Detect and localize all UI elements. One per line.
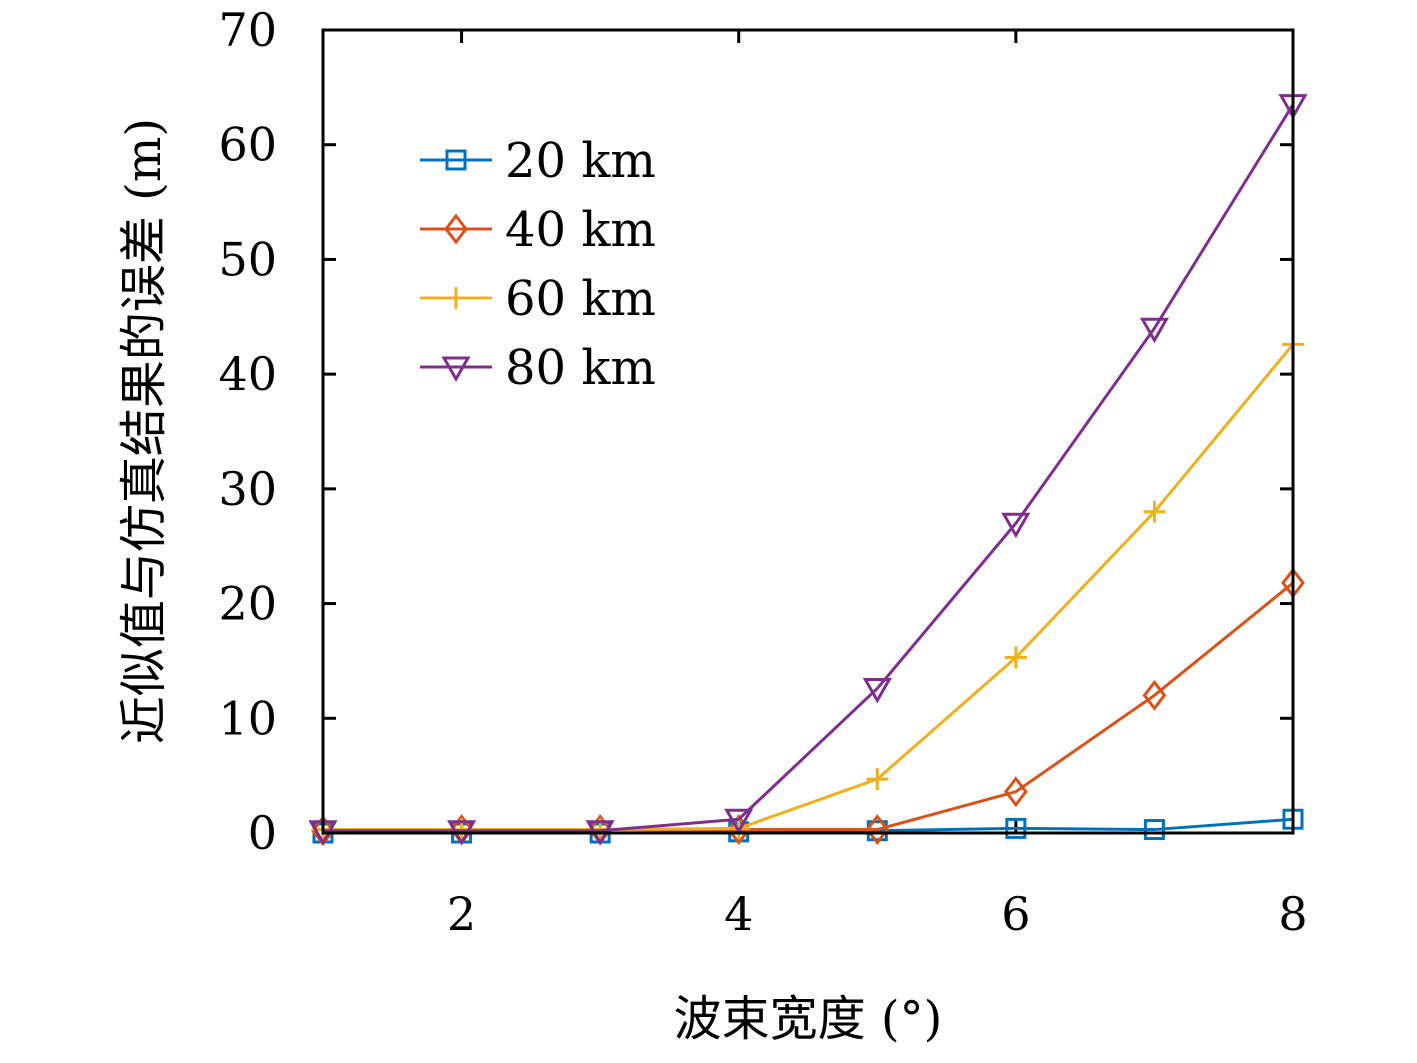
data-point-40km bbox=[865, 814, 890, 846]
data-point-20km bbox=[1005, 817, 1027, 839]
y-tick-label: 10 bbox=[218, 691, 277, 745]
axis-ticks: 2 4 6 8 0 10 20 30 40 50 60 70 bbox=[218, 3, 1307, 941]
y-tick-label: 30 bbox=[218, 462, 277, 516]
y-tick-label: 50 bbox=[218, 232, 277, 286]
series-line-60km bbox=[323, 343, 1295, 832]
data-point-80km bbox=[1001, 512, 1031, 539]
legend-label: 40 km bbox=[505, 202, 656, 258]
plot-series bbox=[308, 94, 1308, 847]
series-line-40km bbox=[322, 581, 1294, 833]
y-tick-label: 0 bbox=[248, 806, 277, 860]
plot-frame bbox=[321, 28, 1295, 835]
x-tick-label: 8 bbox=[1278, 887, 1307, 941]
x-tick-label: 2 bbox=[447, 887, 476, 941]
series-60km bbox=[312, 333, 1304, 841]
x-tick-label: 4 bbox=[724, 887, 753, 941]
x-tick-label: 6 bbox=[1001, 887, 1030, 941]
legend-label: 20 km bbox=[505, 133, 656, 189]
legend-label: 60 km bbox=[505, 271, 656, 327]
legend-item-80km: 80 km bbox=[420, 340, 656, 396]
legend-item-60km: 60 km bbox=[420, 271, 656, 327]
y-tick-label: 40 bbox=[218, 347, 277, 401]
y-tick-label: 60 bbox=[218, 118, 277, 172]
data-point-80km bbox=[724, 808, 754, 835]
series-80km bbox=[308, 94, 1308, 846]
series-line-80km bbox=[323, 103, 1295, 833]
legend-marker-diamond bbox=[444, 213, 468, 245]
data-point-20km bbox=[1143, 819, 1165, 841]
data-point-40km bbox=[1003, 776, 1028, 808]
y-axis-label: 近似值与仿真结果的误差 (m) bbox=[116, 118, 172, 744]
x-axis-label: 波束宽度 (°) bbox=[674, 991, 943, 1047]
data-point-60km bbox=[866, 768, 889, 791]
data-point-60km bbox=[1143, 500, 1166, 523]
data-point-60km bbox=[1004, 646, 1027, 669]
data-point-80km bbox=[1139, 317, 1170, 344]
legend-item-20km: 20 km bbox=[420, 133, 656, 189]
y-tick-label: 70 bbox=[218, 3, 277, 57]
data-point-80km bbox=[862, 677, 892, 704]
legend-marker-square bbox=[445, 149, 467, 171]
legend-marker-triangle-down bbox=[441, 356, 471, 383]
legend-label: 80 km bbox=[505, 340, 656, 396]
legend-item-40km: 40 km bbox=[420, 202, 656, 258]
y-tick-label: 20 bbox=[218, 577, 277, 631]
legend-marker-plus bbox=[445, 287, 467, 309]
data-point-40km bbox=[1142, 679, 1167, 711]
legend: 20 km 40 km 60 km 80 km bbox=[420, 133, 656, 396]
